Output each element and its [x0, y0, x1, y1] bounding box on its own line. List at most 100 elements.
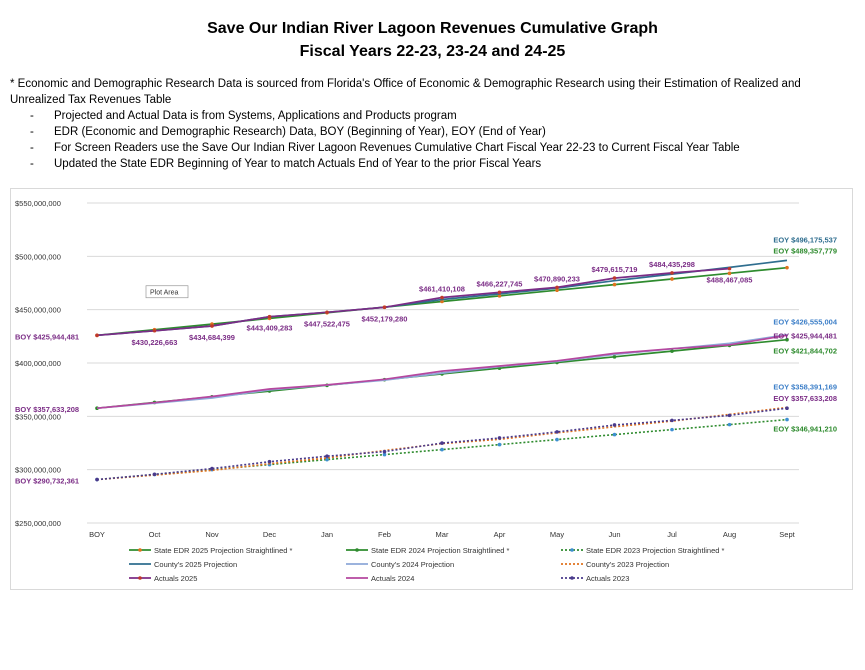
legend-entry: Actuals 2023	[586, 574, 629, 583]
plot-area-tooltip-label: Plot Area	[150, 290, 179, 297]
data-point	[497, 436, 502, 440]
data-label: $443,409,283	[247, 324, 293, 333]
data-point	[785, 265, 789, 270]
notes-item: EDR (Economic and Demographic Research) …	[30, 124, 850, 140]
data-label: $470,890,233	[534, 274, 580, 283]
data-label: $484,435,298	[649, 260, 695, 269]
data-label: BOY $357,633,208	[15, 405, 79, 414]
data-point	[497, 294, 502, 298]
y-tick-label: $250,000,000	[15, 519, 61, 528]
legend-marker	[138, 576, 142, 580]
x-tick-label: Mar	[436, 530, 449, 539]
data-point	[382, 305, 387, 310]
legend-entry: County's 2023 Projection	[586, 560, 669, 569]
data-label: EOY $496,175,537	[773, 235, 837, 244]
data-point	[152, 472, 157, 477]
legend-marker	[570, 548, 574, 552]
data-label: EOY $421,844,702	[773, 347, 837, 356]
data-point	[382, 452, 387, 457]
y-tick-label: $350,000,000	[15, 412, 61, 421]
notes-item: Updated the State EDR Beginning of Year …	[30, 156, 850, 172]
data-point	[555, 430, 559, 434]
chart-title: Save Our Indian River Lagoon Revenues Cu…	[207, 20, 658, 37]
data-label: EOY $426,555,004	[773, 318, 837, 327]
legend-marker	[355, 548, 359, 552]
chart-area[interactable]: $250,000,000 $300,000,000 $350,000,000 $400…	[10, 188, 853, 590]
data-point	[440, 299, 444, 304]
data-point	[670, 418, 674, 423]
data-point	[670, 427, 674, 432]
notes: * Economic and Demographic Research Data…	[10, 76, 850, 172]
data-point	[210, 466, 214, 471]
y-tick-label: $300,000,000	[15, 466, 61, 475]
data-point	[152, 328, 157, 333]
data-point	[555, 437, 559, 442]
data-point	[785, 337, 789, 342]
data-label: $430,226,663	[132, 338, 178, 347]
notes-intro: * Economic and Demographic Research Data…	[10, 78, 801, 106]
data-point	[670, 349, 674, 353]
data-point	[612, 276, 617, 280]
data-label: $479,615,719	[592, 265, 638, 274]
data-point	[612, 432, 617, 437]
data-point	[670, 277, 674, 281]
data-point	[555, 285, 559, 290]
y-tick-label: $450,000,000	[15, 306, 61, 315]
data-point	[727, 422, 732, 427]
series-line	[96, 267, 730, 337]
data-label: $434,684,399	[189, 333, 235, 342]
legend-entry: Actuals 2025	[154, 574, 197, 583]
legend-entry: State EDR 2025 Projection Straightlined …	[154, 546, 292, 555]
data-label: BOY $425,944,481	[15, 332, 79, 341]
data-point	[95, 333, 99, 338]
data-point	[210, 324, 214, 328]
x-tick-label: Oct	[149, 530, 162, 539]
data-label: $488,467,085	[707, 276, 753, 285]
data-point	[612, 355, 617, 359]
data-point	[497, 442, 502, 447]
data-point	[497, 290, 502, 295]
data-point	[382, 449, 387, 454]
legend-entry: County's 2025 Projection	[154, 560, 237, 569]
notes-list: Projected and Actual Data is from System…	[10, 108, 850, 172]
y-tick-label: $400,000,000	[15, 359, 61, 368]
x-tick-label: May	[550, 530, 564, 539]
data-point	[727, 271, 732, 276]
series-line	[96, 334, 788, 410]
data-label: $452,179,280	[362, 314, 408, 323]
x-tick-label: BOY	[89, 530, 105, 539]
data-label: EOY $489,357,779	[773, 247, 837, 256]
x-tick-label: Nov	[205, 530, 219, 539]
data-point	[555, 288, 559, 293]
plot-area-tooltip	[145, 285, 189, 299]
data-point	[325, 310, 329, 315]
notes-item: Projected and Actual Data is from System…	[30, 108, 850, 124]
data-point	[670, 271, 674, 275]
x-tick-label: Feb	[378, 530, 391, 539]
x-tick-label: Sept	[779, 530, 795, 539]
data-point	[727, 413, 732, 418]
data-label: $461,410,108	[419, 284, 465, 293]
data-point	[785, 417, 789, 422]
y-tick-label: $500,000,000	[15, 252, 61, 261]
data-label: EOY $357,633,208	[773, 394, 837, 403]
legend-marker	[138, 548, 142, 552]
data-label: BOY $290,732,361	[15, 477, 79, 486]
data-point	[267, 459, 272, 464]
data-point	[325, 457, 329, 462]
data-point	[785, 406, 789, 410]
legend-entry: State EDR 2023 Projection Straightlined …	[586, 546, 724, 555]
data-point	[95, 477, 99, 482]
data-label: EOY $346,941,210	[773, 425, 837, 434]
data-label: $447,522,475	[304, 319, 350, 328]
notes-item: For Screen Readers use the Save Our Indi…	[30, 140, 850, 156]
data-point	[267, 314, 272, 319]
legend-marker	[570, 576, 574, 580]
data-point	[440, 447, 444, 452]
data-label: EOY $425,944,481	[773, 331, 837, 340]
data-point	[440, 295, 444, 300]
legend-entry: Actuals 2024	[371, 574, 414, 583]
data-point	[612, 282, 617, 287]
data-label: $466,227,745	[477, 279, 523, 288]
y-tick-label: $550,000,000	[15, 199, 61, 208]
